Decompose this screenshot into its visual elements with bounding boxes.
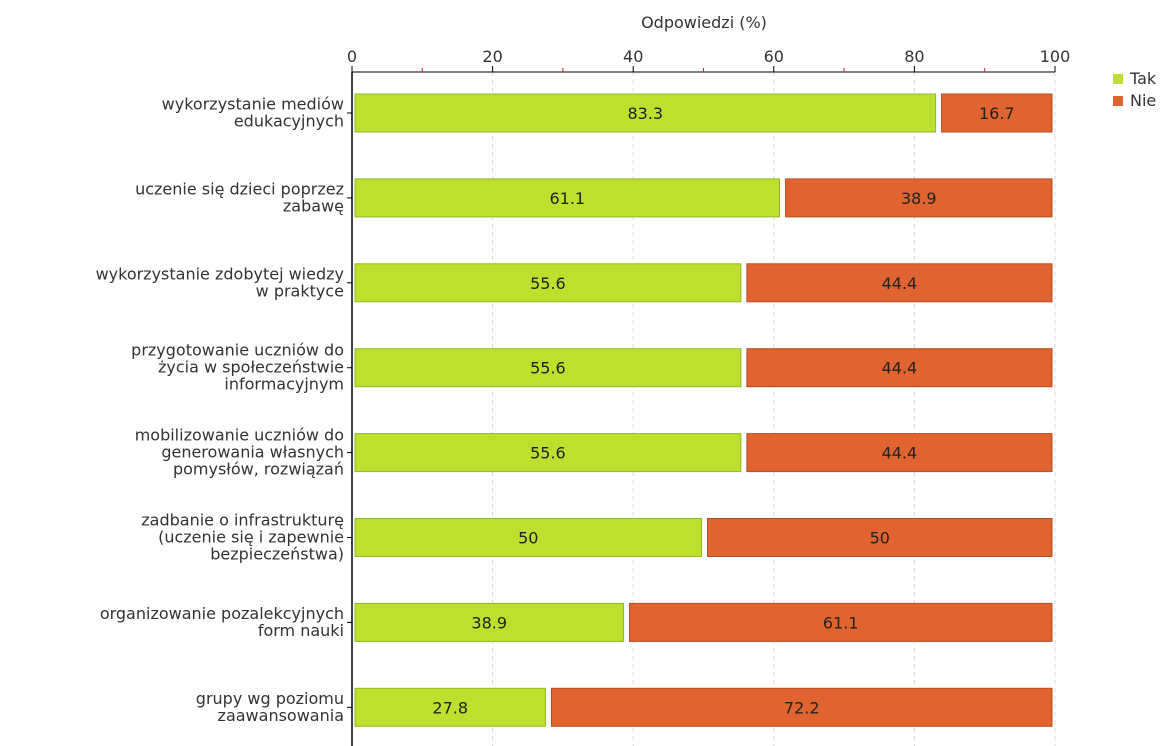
category-label-2: wykorzystanie zdobytej wiedzy w praktyce xyxy=(96,264,344,300)
category-label-line: zabawę xyxy=(283,196,344,215)
x-tick-label-20: 20 xyxy=(482,47,502,66)
category-label-7: grupy wg poziomu zaawansowania xyxy=(196,689,344,725)
category-label-line: informacyjnym xyxy=(224,375,344,394)
category-label-line: pomysłów, rozwiązań xyxy=(173,460,344,479)
bar-nie-6 xyxy=(628,602,1053,642)
category-label-line: edukacyjnych xyxy=(234,112,344,131)
category-label-line: uczenie się dzieci poprzez xyxy=(135,179,344,198)
bar-tak-0 xyxy=(354,93,937,133)
bar-nie-5 xyxy=(707,518,1053,557)
category-label-line: zadbanie o infrastrukturę xyxy=(141,511,344,530)
category-label-line: przygotowanie uczniów do xyxy=(131,341,344,360)
bar-nie-2 xyxy=(746,263,1053,303)
labels-layer: 83.3 16.7 wykorzystanie mediów edukacyjnych… xyxy=(96,95,1015,725)
data-label-nie-5: 50 xyxy=(870,529,890,548)
category-label-6: organizowanie pozalekcyjnych form nauki xyxy=(100,604,344,640)
x-axis-title: Odpowiedzi (%) xyxy=(641,13,767,32)
data-label-tak-6: 38.9 xyxy=(471,613,507,632)
legend-label-tak: Tak xyxy=(1129,69,1157,88)
category-label-line: życia w społeczeństwie xyxy=(158,358,344,377)
x-tick-label-80: 80 xyxy=(904,47,924,66)
category-label-line: zaawansowania xyxy=(218,706,344,725)
data-label-nie-0: 16.7 xyxy=(979,104,1015,123)
category-label-line: wykorzystanie mediów xyxy=(162,95,344,114)
x-tick-label-40: 40 xyxy=(623,47,643,66)
category-label-3: przygotowanie uczniów do życia w społecze… xyxy=(131,341,344,394)
data-label-nie-4: 44.4 xyxy=(882,444,918,463)
category-label-line: grupy wg poziomu xyxy=(196,689,344,708)
data-label-tak-3: 55.6 xyxy=(530,359,566,378)
grid-layer xyxy=(492,72,1056,746)
data-label-tak-2: 55.6 xyxy=(530,274,566,293)
axis-layer: 0 20 40 60 80 100 xyxy=(347,47,1070,746)
category-label-line: (uczenie się i zapewnie xyxy=(158,528,344,547)
legend-swatch-nie xyxy=(1113,96,1123,106)
data-label-nie-2: 44.4 xyxy=(882,274,918,293)
bar-tak-7 xyxy=(354,687,546,727)
category-label-line: wykorzystanie zdobytej wiedzy xyxy=(96,264,344,283)
legend-label-nie: Nie xyxy=(1130,91,1156,110)
category-label-line: bezpieczeństwa) xyxy=(210,545,344,564)
category-label-line: mobilizowanie uczniów do xyxy=(135,426,344,445)
x-tick-label-60: 60 xyxy=(764,47,784,66)
category-label-5: zadbanie o infrastrukturę (uczenie się i … xyxy=(141,511,344,564)
category-label-line: w praktyce xyxy=(256,281,344,300)
x-tick-label-0: 0 xyxy=(347,47,357,66)
bar-nie-3 xyxy=(746,348,1053,388)
bars-layer xyxy=(354,93,1053,727)
data-label-nie-6: 61.1 xyxy=(823,613,859,632)
category-label-line: generowania własnych xyxy=(161,443,344,462)
category-label-line: form nauki xyxy=(258,621,344,640)
data-label-nie-1: 38.9 xyxy=(901,189,937,208)
legend-swatch-tak xyxy=(1113,74,1123,84)
legend: Tak Nie xyxy=(1113,69,1157,110)
bar-nie-7 xyxy=(550,687,1053,727)
data-label-nie-7: 72.2 xyxy=(784,698,820,717)
bar-tak-3 xyxy=(354,348,742,388)
bar-nie-4 xyxy=(746,433,1053,473)
bar-tak-4 xyxy=(354,433,742,473)
x-tick-label-100: 100 xyxy=(1040,47,1071,66)
data-label-tak-7: 27.8 xyxy=(432,698,468,717)
data-label-tak-4: 55.6 xyxy=(530,444,566,463)
data-label-nie-3: 44.4 xyxy=(882,359,918,378)
bar-tak-1 xyxy=(354,178,781,218)
bar-tak-2 xyxy=(354,263,742,303)
category-label-line: organizowanie pozalekcyjnych xyxy=(100,604,344,623)
data-label-tak-0: 83.3 xyxy=(627,104,663,123)
bar-tak-6 xyxy=(354,602,624,642)
category-label-4: mobilizowanie uczniów do generowania włas… xyxy=(135,426,344,479)
data-label-tak-5: 50 xyxy=(518,529,538,548)
bar-nie-0 xyxy=(941,93,1053,133)
category-label-1: uczenie się dzieci poprzez zabawę xyxy=(135,179,344,215)
bar-tak-5 xyxy=(354,518,702,557)
bar-nie-1 xyxy=(785,178,1053,218)
data-label-tak-1: 61.1 xyxy=(549,189,585,208)
category-label-0: wykorzystanie mediów edukacyjnych xyxy=(162,95,344,131)
